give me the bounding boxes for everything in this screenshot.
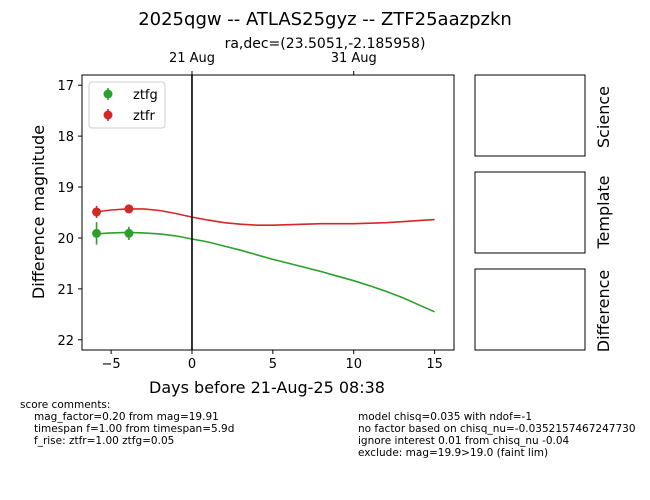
y-axis-label: Difference magnitude [29,125,48,299]
y-tick-label: 19 [57,181,74,196]
chart-subtitle: ra,dec=(23.5051,-2.185958) [225,36,426,52]
score-comments-heading: score comments: [20,399,111,411]
model-comment-line: no factor based on chisq_nu=-0.035215746… [358,423,636,435]
x-tick-label: 5 [269,357,277,372]
score-comments: score comments: mag_factor=0.20 from mag… [20,399,234,447]
legend-label-ztfr: ztfr [133,109,155,124]
science-stamp-label: Science [594,86,613,148]
score-comment-line: timespan f=1.00 from timespan=5.9d [34,423,235,435]
model-comment-line: model chisq=0.035 with ndof=-1 [358,411,533,423]
stamp-panels: Science Template Difference [474,74,613,352]
legend: ztfg ztfr [88,81,166,129]
top-tick-label: 31 Aug [331,51,377,66]
data-point-ztfr [92,207,102,217]
y-tick-label: 22 [57,334,74,349]
legend-label-ztfg: ztfg [133,88,158,103]
y-tick-label: 18 [57,130,74,145]
x-axis-label: Days before 21-Aug-25 08:38 [149,378,385,397]
difference-stamp-label: Difference [594,270,613,352]
data-point-ztfg [92,228,102,238]
x-tick-label: 15 [426,357,443,372]
figure-title: 2025qgw -- ATLAS25gyz -- ZTF25aazpzkn [138,9,512,30]
data-point-ztfr [124,204,134,214]
science-stamp [474,74,586,157]
difference-stamp [474,268,586,351]
lightcurve-plot: −5 0 5 10 15 17 18 19 20 21 22 21 Aug 31 Aug ztfg ztfr [57,51,455,372]
plot-frame [81,74,455,351]
template-stamp [474,171,586,254]
legend-marker-ztfg [103,89,113,99]
x-tick-label: 0 [188,357,196,372]
x-tick-label: −5 [102,357,121,372]
model-line-ztfr [94,208,435,226]
data-point-ztfg [124,228,134,238]
model-line-ztfg [94,231,435,313]
y-tick-label: 17 [57,79,74,94]
model-comment-line: exclude: mag=19.9>19.0 (faint lim) [358,447,549,459]
top-tick-label: 21 Aug [169,51,215,66]
score-comment-line: mag_factor=0.20 from mag=19.91 [34,411,219,423]
x-tick-label: 10 [345,357,362,372]
y-tick-label: 20 [57,232,74,247]
legend-marker-ztfr [103,110,113,120]
model-comments: model chisq=0.035 with ndof=-1 no factor… [358,411,636,459]
template-stamp-label: Template [594,175,613,249]
model-comment-line: ignore interest 0.01 from chisq_nu -0.04 [358,435,570,447]
y-tick-label: 21 [57,283,74,298]
score-comment-line: f_rise: ztfr=1.00 ztfg=0.05 [34,435,175,447]
